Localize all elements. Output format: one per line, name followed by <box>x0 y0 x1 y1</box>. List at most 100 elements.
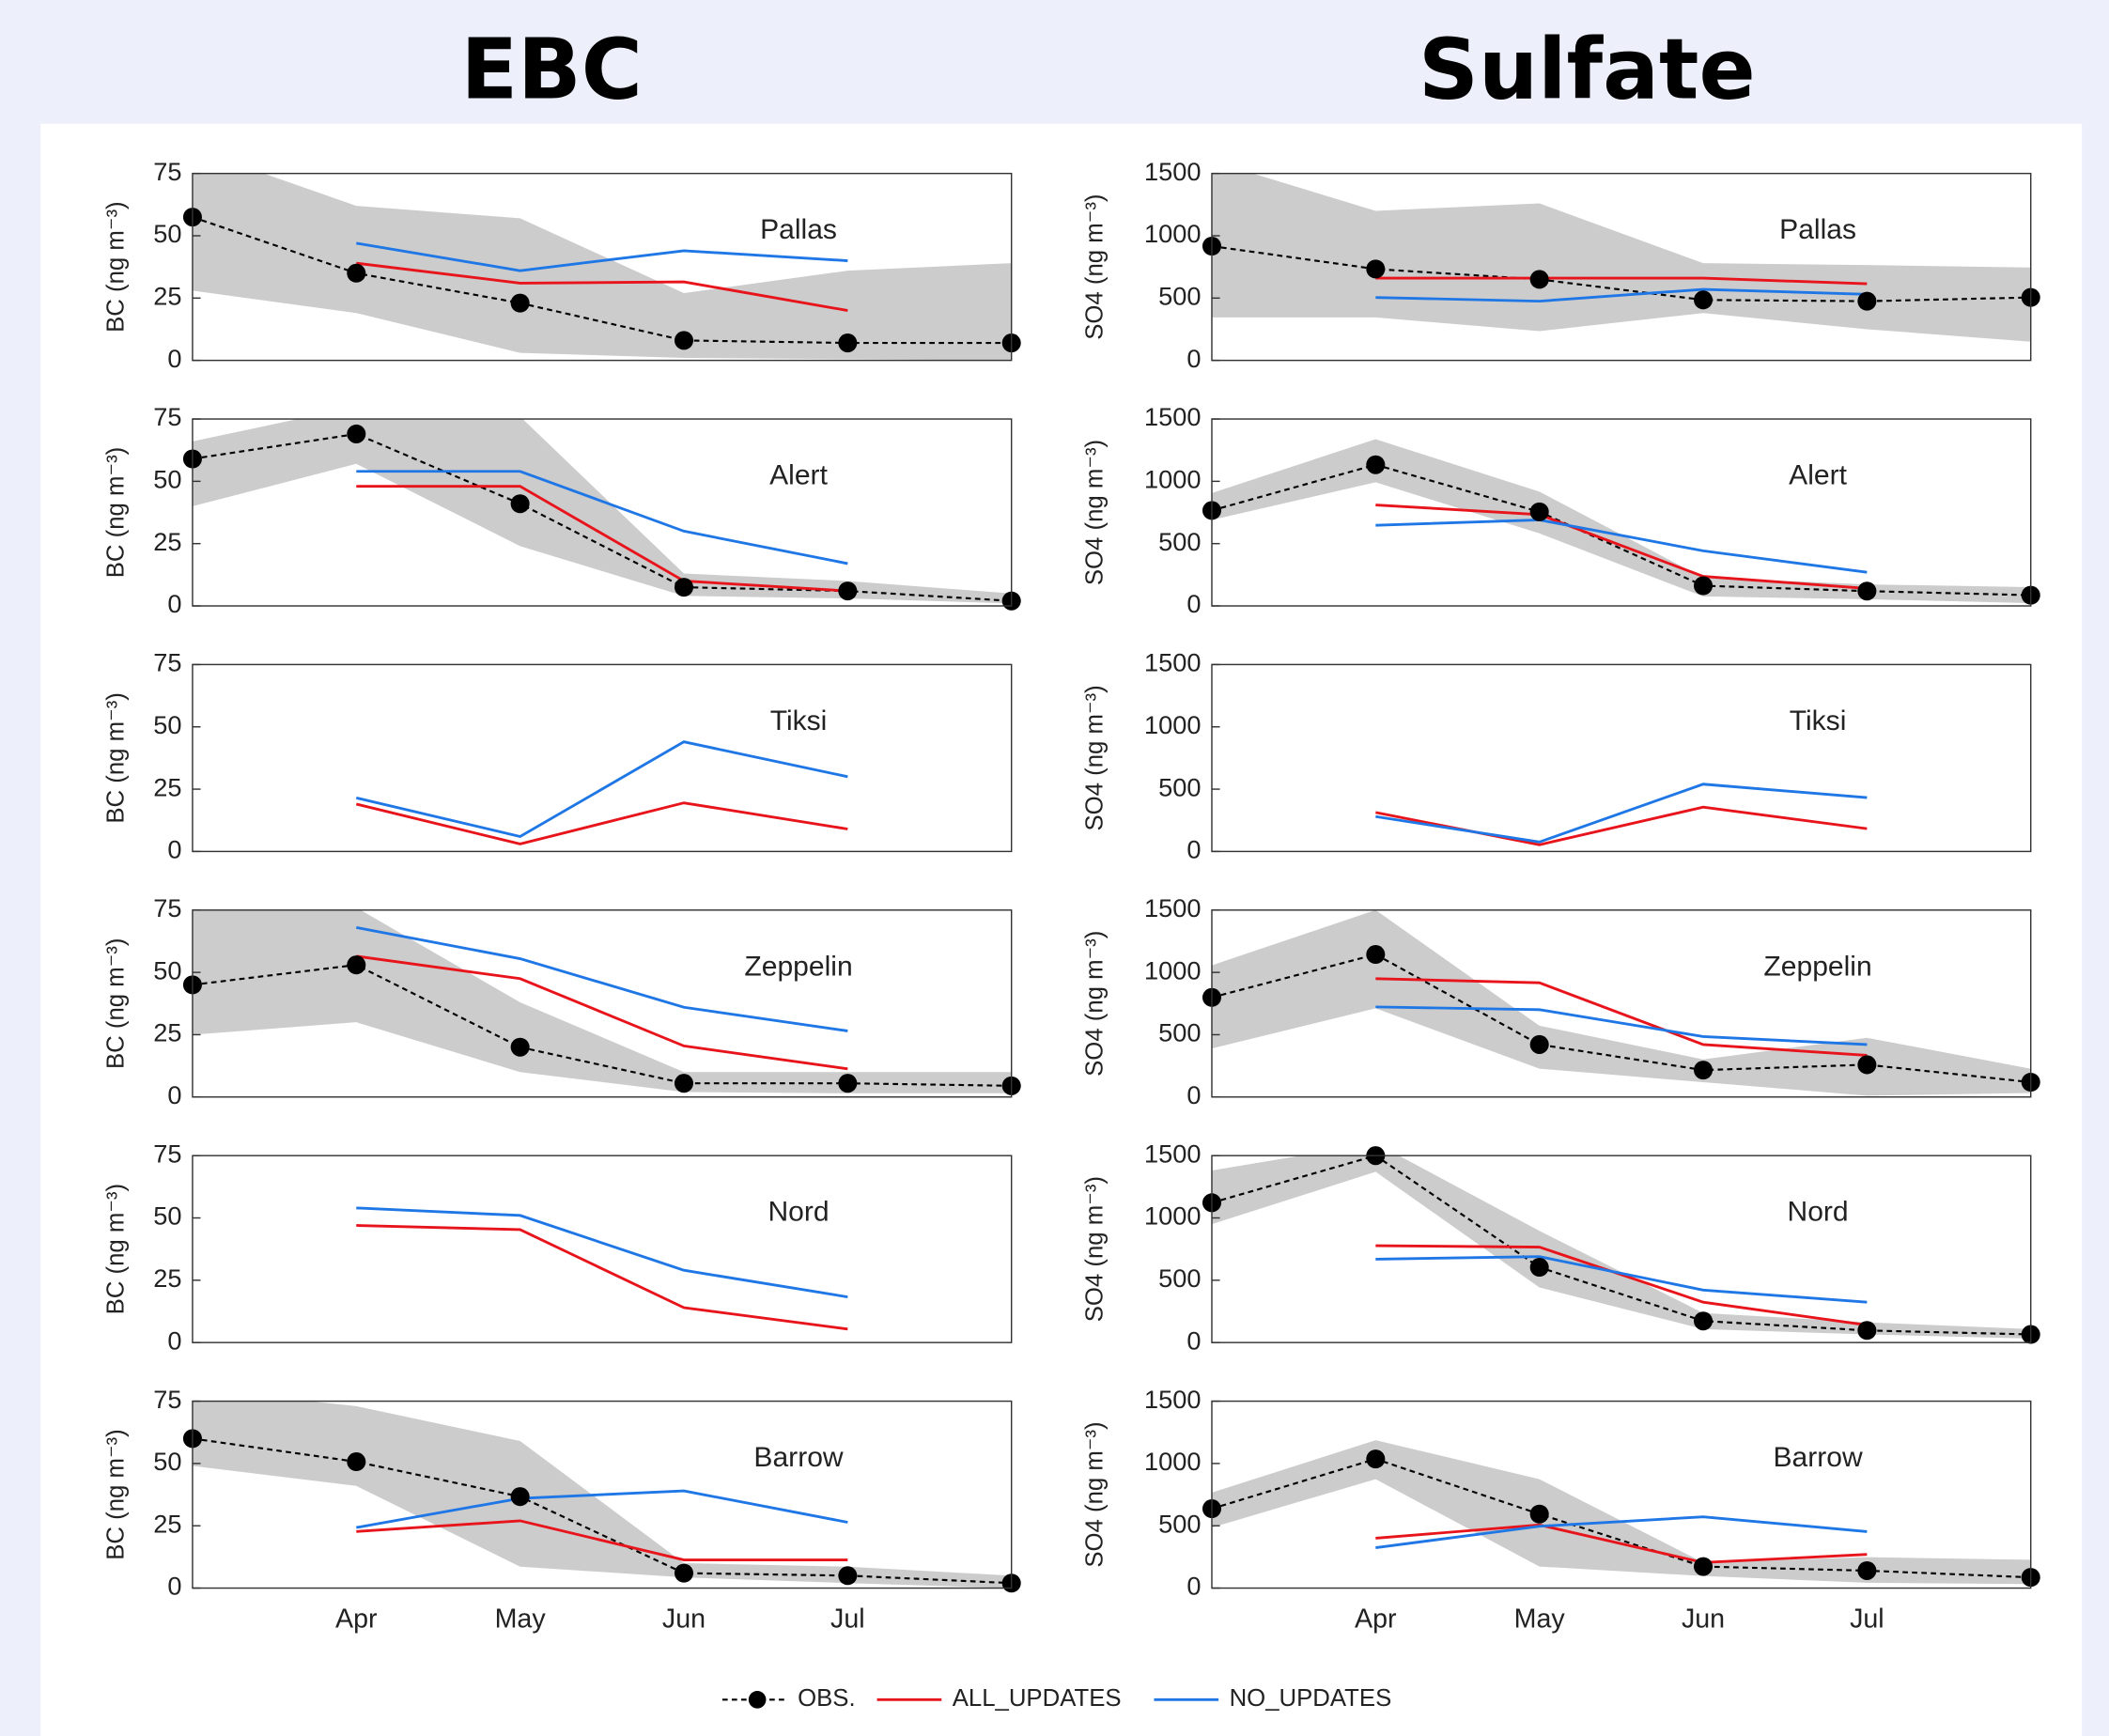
y-tick-label: 0 <box>167 1325 181 1355</box>
y-tick-label: 50 <box>153 1201 181 1231</box>
y-tick-label: 50 <box>153 955 181 984</box>
y-tick-label: 50 <box>153 219 181 248</box>
y-tick-label: 1500 <box>1144 157 1201 186</box>
x-tick-label: Jun <box>1682 1604 1725 1634</box>
y-axis-label: BC (ng m⁻³) <box>103 1184 130 1315</box>
obs-range-band <box>192 419 1012 604</box>
obs-marker <box>1529 1258 1549 1278</box>
series-line <box>1375 783 1868 844</box>
station-label: Zeppelin <box>1763 951 1871 982</box>
y-tick-label: 75 <box>153 157 181 186</box>
obs-marker <box>1529 1034 1549 1054</box>
plot-area <box>192 909 1012 1093</box>
obs-range-band <box>1211 909 2031 1096</box>
x-tick-label: Jul <box>1850 1604 1884 1634</box>
obs-range-band <box>192 173 1012 361</box>
legend-label: ALL_UPDATES <box>953 1685 1122 1712</box>
plot-area <box>192 419 1012 604</box>
series-line <box>356 485 848 593</box>
obs-marker <box>838 1074 858 1093</box>
axes-frame <box>192 418 1013 607</box>
y-tick-label: 0 <box>1186 835 1201 864</box>
x-tick-label: Jul <box>830 1604 865 1634</box>
obs-marker <box>1529 1504 1549 1524</box>
obs-marker <box>1857 1560 1877 1580</box>
x-tick-label: Jun <box>662 1604 706 1634</box>
plot-area <box>355 740 848 845</box>
y-tick-label: 25 <box>153 1263 181 1293</box>
obs-marker <box>1529 270 1549 289</box>
y-tick-label: 0 <box>1186 1080 1201 1109</box>
y-tick-label: 75 <box>153 402 181 431</box>
y-tick-label: 75 <box>153 1385 181 1414</box>
obs-marker <box>1857 1055 1877 1075</box>
obs-marker <box>510 494 530 514</box>
obs-marker <box>347 1452 366 1472</box>
obs-marker <box>674 1563 694 1583</box>
plot-area <box>1211 173 2031 342</box>
station-label: Tiksi <box>1790 705 1847 736</box>
y-axis-label: BC (ng m⁻³) <box>103 938 130 1070</box>
series-line <box>356 470 848 566</box>
y-tick-label: 25 <box>153 1018 181 1047</box>
y-tick-label: 1000 <box>1144 1447 1201 1476</box>
y-tick-label: 25 <box>153 281 181 310</box>
y-tick-label: 0 <box>167 589 181 618</box>
obs-marker <box>347 424 366 443</box>
y-tick-label: 1500 <box>1144 1139 1201 1168</box>
y-tick-label: 0 <box>1186 344 1201 373</box>
series-line <box>1211 463 2031 597</box>
obs-range-band <box>1211 439 2031 604</box>
y-axis-label: BC (ng m⁻³) <box>103 201 130 333</box>
series-line <box>1211 1457 2031 1579</box>
series-line <box>356 925 848 1032</box>
y-tick-label: 500 <box>1158 527 1201 556</box>
legend-marker <box>748 1691 767 1709</box>
station-label: Barrow <box>753 1442 843 1473</box>
axes-frame <box>192 1400 1013 1589</box>
series-line <box>356 1489 848 1529</box>
obs-marker <box>838 333 858 353</box>
column-title: EBC <box>460 22 642 118</box>
obs-marker <box>347 263 366 283</box>
y-tick-label: 25 <box>153 1509 181 1538</box>
plot-area <box>1211 909 2031 1096</box>
y-axis-label: SO4 (ng m⁻³) <box>1082 685 1109 830</box>
series-line <box>1375 504 1868 590</box>
axes-frame <box>192 172 1013 362</box>
x-tick-label: May <box>495 1604 547 1634</box>
series-line <box>355 801 848 845</box>
series-line <box>355 740 848 838</box>
obs-range-band <box>1211 1440 2031 1585</box>
station-label: Pallas <box>1779 214 1856 245</box>
y-axis-label: SO4 (ng m⁻³) <box>1082 1421 1109 1567</box>
series-line <box>1375 1255 1868 1304</box>
axes-frame <box>1211 418 2032 607</box>
station-label: Pallas <box>760 214 837 245</box>
y-tick-label: 1000 <box>1144 465 1201 494</box>
plot-area <box>192 173 1012 361</box>
y-tick-label: 1000 <box>1144 710 1201 739</box>
y-axis-label: BC (ng m⁻³) <box>103 1429 130 1559</box>
x-tick-label: Apr <box>335 1604 378 1634</box>
x-tick-label: Apr <box>1355 1604 1397 1634</box>
plot-area <box>1211 1155 2031 1339</box>
obs-marker <box>674 578 694 597</box>
station-label: Alert <box>1789 460 1847 491</box>
y-tick-label: 1500 <box>1144 402 1201 431</box>
y-tick-label: 50 <box>153 710 181 739</box>
y-tick-label: 500 <box>1158 1018 1201 1047</box>
y-axis-label: SO4 (ng m⁻³) <box>1082 194 1109 340</box>
obs-marker <box>1366 259 1386 279</box>
obs-marker <box>510 293 530 313</box>
y-axis-label: SO4 (ng m⁻³) <box>1082 1176 1109 1322</box>
series-line <box>192 432 1012 602</box>
y-axis-label: SO4 (ng m⁻³) <box>1082 440 1109 585</box>
y-tick-label: 0 <box>167 344 181 373</box>
station-label: Barrow <box>1773 1442 1862 1473</box>
y-tick-label: 0 <box>1186 589 1201 618</box>
station-label: Zeppelin <box>744 951 852 982</box>
y-tick-label: 1500 <box>1144 893 1201 922</box>
y-tick-label: 50 <box>153 1447 181 1476</box>
